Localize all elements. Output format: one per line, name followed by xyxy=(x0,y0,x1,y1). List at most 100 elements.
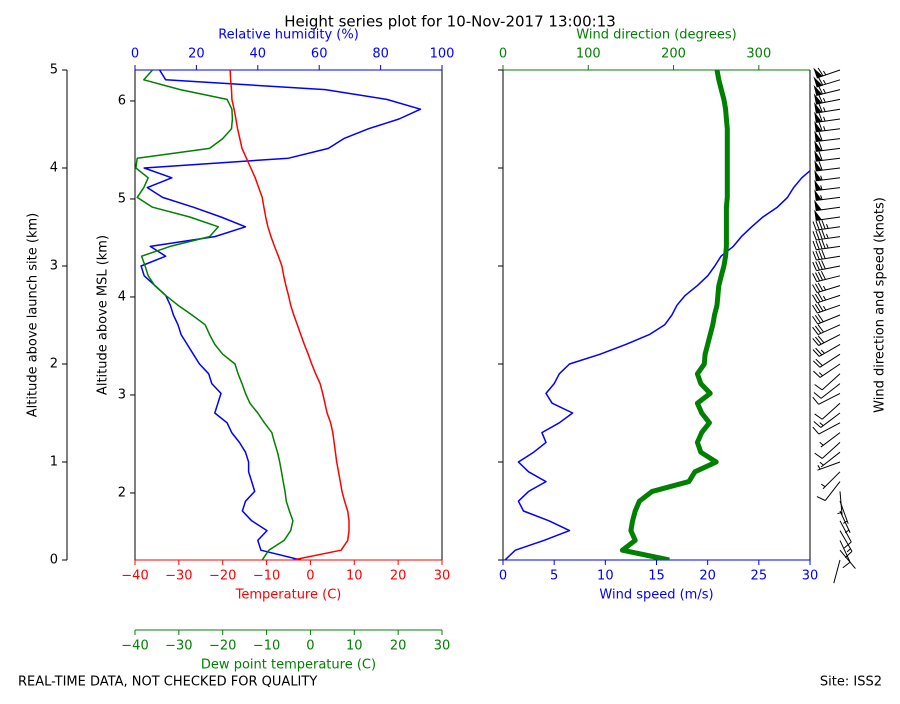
wind-barb xyxy=(812,270,841,283)
profile-line xyxy=(229,70,350,560)
x-tick-label: −20 xyxy=(209,639,236,654)
wind-barb xyxy=(814,402,841,420)
plot-area xyxy=(504,70,810,560)
wind-barb xyxy=(814,199,841,212)
wind-barb xyxy=(814,209,841,221)
y-tick-label: 1 xyxy=(50,455,58,470)
quality-note: REAL-TIME DATA, NOT CHECKED FOR QUALITY xyxy=(18,675,317,690)
y-tick-label: 2 xyxy=(50,357,58,372)
profile-line xyxy=(135,70,294,560)
x-tick-label: 100 xyxy=(430,47,455,62)
x-tick-label: 0 xyxy=(306,639,314,654)
x-tick-label: −40 xyxy=(121,569,148,584)
profile-line xyxy=(619,70,730,560)
y-axis-label: Altitude above launch site (km) xyxy=(26,213,41,417)
y-tick-label: 5 xyxy=(50,63,58,78)
wind-barb xyxy=(839,520,852,549)
wind-barb xyxy=(814,140,841,152)
profile-line xyxy=(504,169,810,560)
wind-barb xyxy=(833,559,841,584)
y-tick-label: 0 xyxy=(50,553,58,568)
x-tick-label: 10 xyxy=(597,569,614,584)
wind-barb xyxy=(814,130,841,143)
wind-barb xyxy=(814,102,841,114)
wind-barb xyxy=(820,471,841,490)
wind-barb xyxy=(814,169,841,182)
x-tick-label: −20 xyxy=(209,569,236,584)
x-tick-label: 20 xyxy=(390,639,407,654)
wind-barb xyxy=(813,84,841,97)
x-tick-label: 0 xyxy=(306,569,314,584)
y2-tick-label: 3 xyxy=(118,387,126,402)
wind-barb xyxy=(814,120,841,133)
wind-barb xyxy=(812,220,841,231)
wind-barb xyxy=(812,260,841,272)
x-tick-label: 30 xyxy=(802,569,819,584)
wind-barb xyxy=(814,150,841,162)
wind-barb xyxy=(814,179,841,192)
x-axis-label: Temperature (C) xyxy=(235,588,342,603)
x-tick-label: 10 xyxy=(346,569,363,584)
wind-barb xyxy=(814,160,841,172)
plot-area xyxy=(135,70,422,560)
x-tick-label: −10 xyxy=(253,569,280,584)
x-tick-label: −30 xyxy=(165,639,192,654)
wind-barb xyxy=(812,422,841,435)
wind-barb xyxy=(812,353,841,368)
x-tick-label: 0 xyxy=(499,569,507,584)
wind-barb xyxy=(814,189,841,201)
wind-barb xyxy=(817,461,841,471)
wind-barb xyxy=(812,239,841,251)
wind-barb xyxy=(839,549,856,569)
wind-barb xyxy=(819,451,841,468)
y-tick-label: 4 xyxy=(50,161,58,176)
x-tick-label: 30 xyxy=(434,569,451,584)
x-tick-label: 15 xyxy=(648,569,665,584)
y2-axis-label: Altitude above MSL (km) xyxy=(96,235,111,395)
wind-barb xyxy=(813,363,841,378)
wind-barb xyxy=(839,530,853,558)
x-axis-label: Wind direction (degrees) xyxy=(576,28,736,43)
x-tick-label: 30 xyxy=(434,639,451,654)
wind-barb xyxy=(813,412,841,428)
x-tick-label: 25 xyxy=(751,569,768,584)
x-tick-label: 20 xyxy=(188,47,205,62)
x-tick-label: 100 xyxy=(576,47,601,62)
x-tick-label: 5 xyxy=(550,569,558,584)
wind-barb xyxy=(812,229,841,241)
wind-barb xyxy=(814,373,841,391)
wind-barb xyxy=(812,282,841,294)
barbs-label: Wind direction and speed (knots) xyxy=(873,197,888,413)
wind-barb xyxy=(812,343,841,357)
wind-barb xyxy=(812,324,841,336)
x-tick-label: 0 xyxy=(499,47,507,62)
wind-barb xyxy=(837,491,843,516)
wind-barb xyxy=(813,76,841,88)
profile-line xyxy=(140,70,422,560)
wind-barb xyxy=(814,111,841,123)
x-tick-label: 60 xyxy=(311,47,328,62)
y-tick-label: 3 xyxy=(50,259,58,274)
wind-barb xyxy=(816,481,841,501)
x-tick-label: −10 xyxy=(253,639,280,654)
x-axis-label: Relative humidity (%) xyxy=(218,28,359,43)
wind-barb xyxy=(813,93,841,105)
x-tick-label: 200 xyxy=(661,47,686,62)
x-tick-label: 40 xyxy=(250,47,267,62)
x-tick-label: 10 xyxy=(346,639,363,654)
wind-barb xyxy=(812,292,841,304)
x-tick-label: −40 xyxy=(121,639,148,654)
x-tick-label: 300 xyxy=(746,47,771,62)
wind-barb xyxy=(812,302,841,314)
y2-tick-label: 6 xyxy=(118,93,126,108)
x-axis-label: Wind speed (m/s) xyxy=(599,588,713,603)
x-tick-label: 20 xyxy=(699,569,716,584)
x-axis-label: Dew point temperature (C) xyxy=(201,658,376,673)
wind-barb xyxy=(814,442,841,459)
x-tick-label: −30 xyxy=(165,569,192,584)
wind-barb xyxy=(813,383,841,399)
wind-barb xyxy=(812,313,841,325)
y2-tick-label: 4 xyxy=(118,289,126,304)
wind-barb xyxy=(812,392,841,405)
